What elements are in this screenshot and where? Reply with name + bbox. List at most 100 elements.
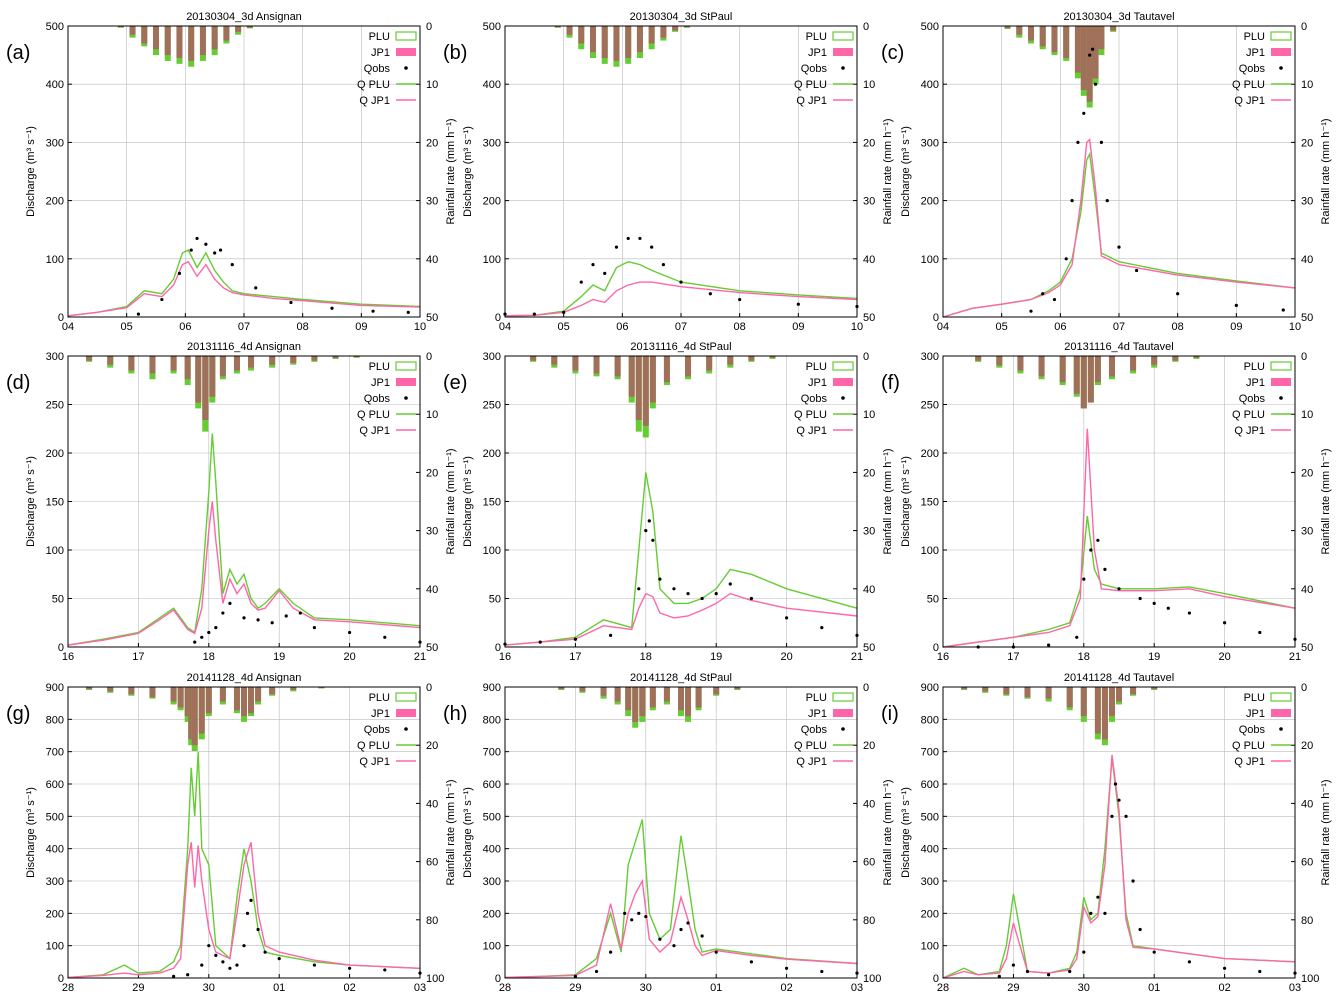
y2-tick-label: 10 [1301, 409, 1313, 421]
rain-bar-jp1 [170, 356, 177, 371]
legend-swatch-qobs [1279, 66, 1283, 70]
qobs-point [700, 934, 704, 938]
rain-bar-jp1 [198, 687, 205, 734]
rain-bar-jp1 [1101, 687, 1108, 740]
y-tick-label: 250 [483, 400, 501, 412]
qobs-point [1117, 798, 1121, 802]
y-tick-label: 100 [921, 254, 939, 266]
chart-title: 20131116_4d Ansignan [187, 341, 301, 353]
rain-bar-jp1 [1110, 26, 1117, 31]
qobs-point [1135, 268, 1139, 273]
qobs-point [573, 974, 578, 978]
qobs-point [1099, 140, 1103, 144]
y2-tick-label: 10 [426, 79, 438, 91]
y-tick-label: 600 [46, 779, 64, 791]
rain-bar-jp1 [332, 356, 339, 359]
qobs-point [708, 292, 712, 296]
qobs-point [1258, 630, 1262, 635]
plot-frame [67, 686, 421, 979]
y2-tick-label: 20 [863, 137, 875, 149]
y-tick-label: 300 [921, 137, 939, 149]
qobs-point [785, 966, 789, 970]
series-line-q-jp1 [67, 501, 421, 646]
legend-swatch-qobs [841, 727, 845, 731]
y-tick-label: 800 [46, 714, 64, 726]
x-tick-label: 10 [414, 321, 426, 333]
qobs-point [284, 614, 288, 618]
x-tick-label: 08 [734, 321, 746, 333]
y2-tick-label: 30 [1301, 526, 1313, 538]
qobs-point [796, 302, 800, 306]
qobs-point [1052, 297, 1057, 302]
qobs-point [573, 637, 578, 641]
y-tick-label: 100 [46, 254, 64, 266]
series-line-q-plu [504, 472, 858, 646]
y-axis-label: Discharge (m³ s⁻¹) [25, 456, 37, 547]
qobs-point [242, 616, 246, 620]
rain-bar-jp1 [153, 26, 159, 50]
legend-label: Q JP1 [359, 425, 390, 437]
qobs-point [1041, 292, 1045, 296]
qobs-point [686, 921, 690, 925]
y2-tick-label: 50 [863, 642, 875, 654]
qobs-point [136, 312, 140, 316]
y-tick-label: 500 [46, 811, 64, 823]
qobs-point [647, 519, 651, 523]
y2-tick-label: 40 [426, 798, 438, 810]
legend-label: Q PLU [1232, 740, 1265, 752]
y2-tick-label: 80 [426, 915, 438, 927]
y-tick-label: 50 [927, 594, 939, 606]
panel-label: (i) [881, 703, 899, 725]
qobs-point [594, 969, 599, 974]
qobs-point [383, 635, 387, 639]
y-tick-label: 800 [921, 714, 939, 726]
qobs-point [661, 263, 666, 267]
qobs-point [312, 626, 316, 630]
rain-bar-jp1 [727, 356, 734, 365]
y-tick-label: 900 [921, 682, 939, 694]
legend-swatch-jp1 [833, 709, 853, 717]
y-tick-label: 150 [921, 497, 939, 509]
rain-bar-jp1 [566, 26, 573, 35]
y-tick-label: 300 [46, 876, 64, 888]
y-tick-label: 300 [483, 351, 501, 363]
qobs-point [193, 640, 197, 644]
rain-bar-jp1 [290, 356, 297, 363]
x-tick-label: 05 [121, 321, 133, 333]
rain-bar-jp1 [678, 687, 684, 711]
qobs-point [1082, 111, 1086, 115]
y-axis-label: Discharge (m³ s⁻¹) [900, 456, 912, 547]
qobs-point [263, 950, 267, 954]
y-axis-label: Discharge (m³ s⁻¹) [462, 456, 474, 547]
rain-bar-jp1 [177, 687, 184, 708]
y2-tick-label: 50 [1301, 312, 1313, 324]
qobs-point [207, 630, 211, 635]
y-tick-label: 0 [933, 973, 939, 985]
y2-axis-label: Rainfall rate (mm h⁻¹) [1320, 448, 1332, 554]
series-line-q-plu [504, 260, 858, 317]
y2-tick-label: 10 [863, 79, 875, 91]
legend-swatch-qobs [841, 66, 845, 70]
rain-bar-jp1 [176, 26, 183, 59]
chart-title: 20130304_3d StPaul [630, 11, 733, 23]
qobs-point [1089, 911, 1093, 915]
y2-tick-label: 0 [863, 21, 869, 33]
x-tick-label: 19 [710, 651, 722, 663]
legend-label: PLU [369, 31, 390, 43]
x-tick-label: 07 [675, 321, 687, 333]
qobs-point [562, 310, 566, 314]
legend-label: Q JP1 [1234, 756, 1265, 768]
qobs-point [1131, 879, 1135, 883]
rain-bar-jp1 [211, 26, 218, 50]
y2-tick-label: 20 [426, 740, 438, 752]
qobs-point [254, 286, 258, 290]
qobs-point [637, 911, 641, 915]
y2-axis-label: Rainfall rate (mm h⁻¹) [445, 779, 457, 885]
legend-label: JP1 [371, 708, 390, 720]
y-tick-label: 900 [46, 682, 64, 694]
rain-bar-jp1 [649, 687, 656, 708]
qobs-point [298, 611, 302, 615]
qobs-point [235, 963, 239, 967]
rain-bar-jp1 [1087, 356, 1094, 403]
